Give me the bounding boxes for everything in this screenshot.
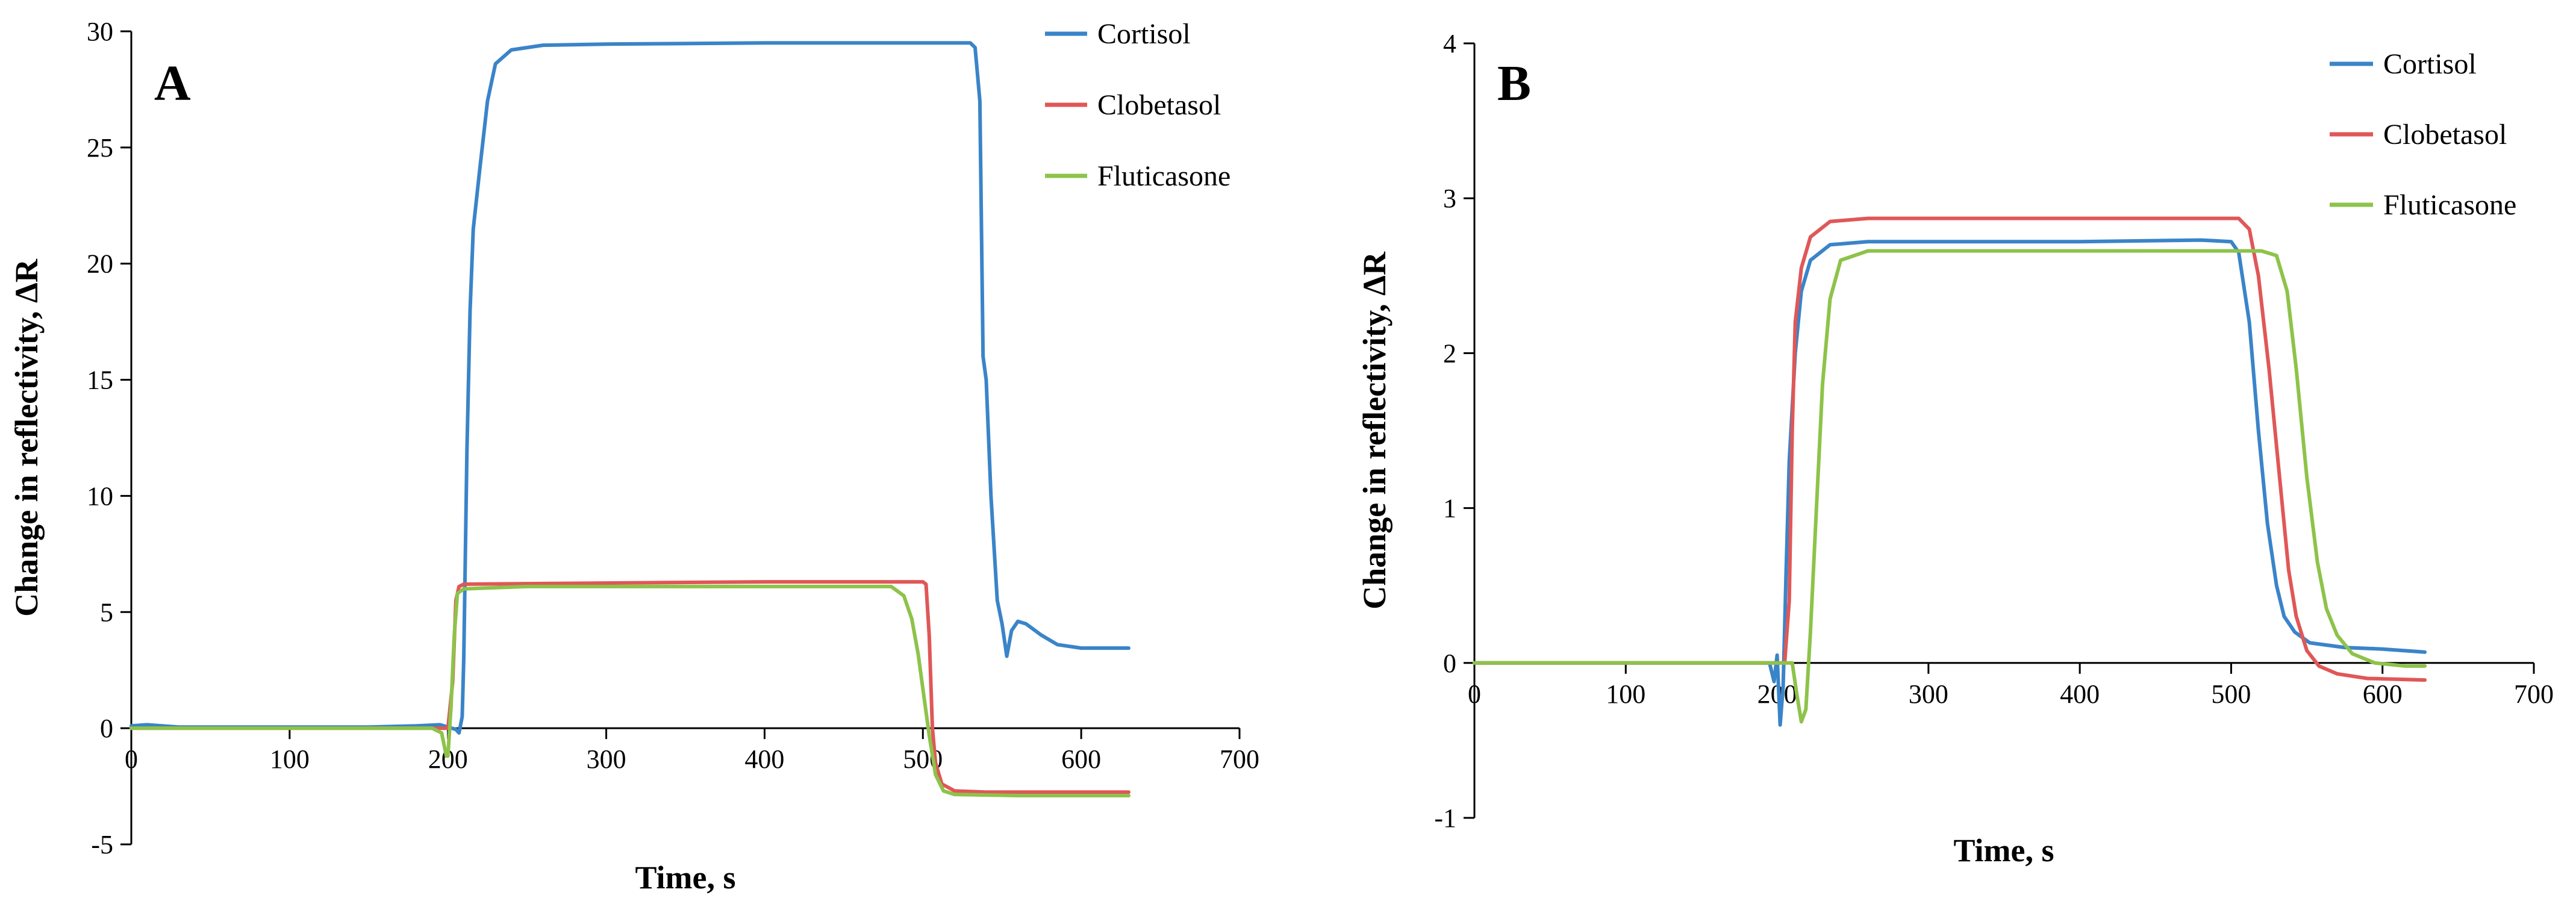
panel-a-x-tick-label: 0 xyxy=(125,744,138,774)
panel-a-y-tick-label: 15 xyxy=(87,366,113,395)
panel-a-y-tick-label: 30 xyxy=(87,17,113,46)
panel-b-y-tick-label: 2 xyxy=(1443,338,1456,368)
panel-b-x-tick-label: 100 xyxy=(1606,679,1645,709)
panel-a-x-tick-label: 300 xyxy=(587,744,626,774)
panel-a-legend-label-cortisol: Cortisol xyxy=(1097,18,1191,50)
panel-a-y-tick-label: 20 xyxy=(87,249,113,279)
panel-b-x-tick-label: 400 xyxy=(2060,679,2100,709)
panel-b-legend-label-clobetasol: Clobetasol xyxy=(2383,119,2507,151)
panel-b-series-fluticasone-line xyxy=(1473,249,2427,724)
panel-a-x-tick-label: 100 xyxy=(270,744,310,774)
panel-b-legend-label-fluticasone: Fluticasone xyxy=(2383,189,2516,221)
panel-b-x-tick-label: 500 xyxy=(2211,679,2251,709)
panel-b-x-tick-label: 0 xyxy=(1468,679,1481,709)
panel-a-y-axis-title: Change in reflectivity, ΔR xyxy=(8,258,45,617)
panel-b-x-axis-title: Time, s xyxy=(1953,832,2054,868)
panel-b-x-tick-label: 600 xyxy=(2363,679,2403,709)
panel-b-y-tick-label: 0 xyxy=(1443,649,1456,678)
panel-b-legend-label-cortisol: Cortisol xyxy=(2383,48,2477,80)
panel-b-letter: B xyxy=(1497,55,1531,111)
panel-b-y-tick-label: 4 xyxy=(1443,29,1456,58)
panel-a-x-tick-label: 700 xyxy=(1220,744,1259,774)
panel-a-y-tick-label: 0 xyxy=(100,714,113,743)
panel-a-letter: A xyxy=(154,55,191,111)
panel-a-legend-label-fluticasone: Fluticasone xyxy=(1097,160,1230,192)
panel-b-series-clobetasol-line xyxy=(1473,216,2427,682)
panel-b-x-tick-label: 700 xyxy=(2514,679,2554,709)
panel-a-series-cortisol-line xyxy=(129,41,1131,735)
panel-b-x-tick-label: 300 xyxy=(1909,679,1948,709)
panel-a-y-tick-label: 10 xyxy=(87,481,113,511)
panel-a-y-tick-label: 5 xyxy=(100,597,113,627)
panel-a-legend-label-clobetasol: Clobetasol xyxy=(1097,89,1221,121)
panel-b-series-cortisol-line xyxy=(1473,238,2427,727)
panel-a-x-tick-label: 600 xyxy=(1061,744,1101,774)
panel-a-y-tick-label: -5 xyxy=(91,830,113,859)
panel-b-y-tick-label: 1 xyxy=(1443,494,1456,523)
panel-a-x-tick-label: 400 xyxy=(744,744,784,774)
panel-b-y-axis-title: Change in reflectivity, ΔR xyxy=(1356,251,1392,609)
panel-b-y-tick-label: 3 xyxy=(1443,184,1456,213)
panel-a-x-axis-title: Time, s xyxy=(635,859,735,896)
panel-a-series-fluticasone-line xyxy=(129,584,1131,797)
panel-a-y-tick-label: 25 xyxy=(87,133,113,163)
panel-b-y-tick-label: -1 xyxy=(1434,803,1456,833)
